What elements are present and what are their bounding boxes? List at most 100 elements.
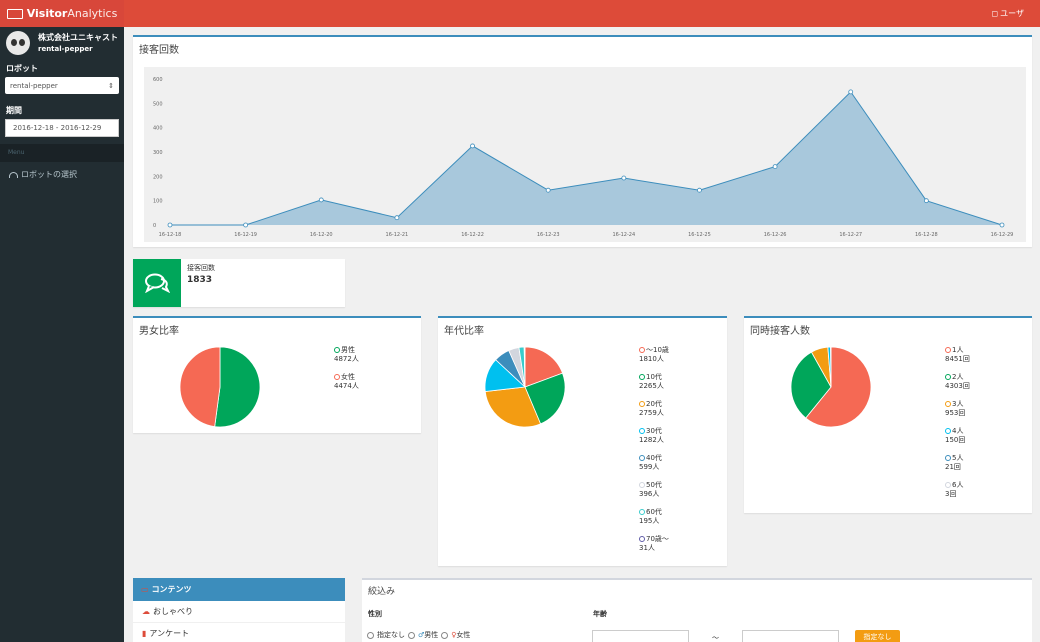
chart-plot-area: 0 100 200 300 400 500 600 16-12-18 16-12-19 16-12… bbox=[144, 67, 1026, 242]
age-from-input[interactable] bbox=[592, 630, 689, 642]
radio-none-label: 指定なし bbox=[377, 631, 405, 639]
y-tick-label: 500 bbox=[153, 101, 163, 107]
pie-slice[interactable] bbox=[805, 346, 872, 428]
radio-female[interactable] bbox=[441, 631, 449, 639]
legend-item: 50代 396人 bbox=[639, 481, 669, 499]
legend-circle-icon bbox=[945, 374, 951, 380]
chat-icon: ☁ bbox=[142, 607, 150, 616]
group-count-title: 同時接客人数 bbox=[750, 326, 810, 337]
pie-slice[interactable] bbox=[524, 372, 566, 425]
radio-none[interactable] bbox=[367, 631, 374, 639]
x-tick-label: 16-12-18 bbox=[159, 232, 182, 238]
x-tick-label: 16-12-22 bbox=[461, 232, 484, 238]
dashboard-icon bbox=[9, 171, 18, 178]
legend-circle-icon bbox=[639, 374, 645, 380]
data-point[interactable] bbox=[772, 164, 778, 169]
group-count-box: 同時接客人数 1人 8451回 2人 4303回 3人 953回 4人 150回 5人 21回 6人… bbox=[744, 316, 1032, 513]
legend-value: 1282人 bbox=[639, 436, 664, 444]
legend-name: 60代 bbox=[646, 508, 662, 516]
legend-value: 1810人 bbox=[639, 355, 664, 363]
pie-slice[interactable] bbox=[790, 351, 832, 419]
legend-value: 150回 bbox=[945, 436, 966, 444]
legend-circle-icon bbox=[639, 347, 645, 353]
legend-name: 1人 bbox=[952, 346, 964, 354]
legend-circle-icon bbox=[945, 347, 951, 353]
data-point[interactable] bbox=[621, 175, 627, 181]
data-point[interactable] bbox=[848, 89, 854, 95]
x-tick-label: 16-12-24 bbox=[612, 232, 635, 238]
x-tick-label: 16-12-29 bbox=[991, 232, 1014, 238]
female-icon: ♀ bbox=[451, 631, 457, 639]
data-point[interactable] bbox=[545, 187, 551, 193]
data-point[interactable] bbox=[167, 222, 173, 228]
line-chart-icon bbox=[6, 8, 23, 19]
legend-circle-icon bbox=[639, 536, 645, 542]
legend-name: 40代 bbox=[646, 454, 662, 462]
x-tick-label: 16-12-21 bbox=[386, 232, 409, 238]
gender-ratio-title: 男女比率 bbox=[139, 326, 179, 337]
robot-avatar bbox=[6, 31, 30, 55]
legend-value: 2759人 bbox=[639, 409, 664, 417]
age-filter-label: 年齢 bbox=[593, 610, 607, 618]
filter-apply-button[interactable]: 指定なし bbox=[855, 630, 900, 642]
visits-chart-box: 接客回数 0 100 200 300 400 500 600 16-12-18 16-12-19… bbox=[133, 35, 1032, 247]
legend-item: 男性 4872人 bbox=[334, 346, 359, 364]
content-menu-header[interactable]: ▭ コンテンツ bbox=[133, 578, 345, 601]
area-line bbox=[170, 91, 1003, 226]
legend-item: 10代 2265人 bbox=[639, 373, 669, 391]
content-menu: ▭ コンテンツ ☁ おしゃべり ▮ アンケート bbox=[133, 578, 345, 642]
brand-name-light: Analytics bbox=[67, 7, 118, 20]
pie-slice[interactable] bbox=[484, 386, 542, 428]
visits-area-chart: 0 100 200 300 400 500 600 16-12-18 16-12-19 16-12… bbox=[153, 77, 1014, 238]
radio-female-label: 女性 bbox=[456, 631, 471, 639]
brand-logo[interactable]: Visitor Analytics bbox=[0, 0, 124, 27]
user-menu[interactable]: ユーザ bbox=[1000, 9, 1024, 18]
radio-male[interactable] bbox=[408, 631, 415, 639]
filter-box: 絞込み 性別 年齢 指定なし ♂ 男性 ♀ 女性 〜 指定なし bbox=[362, 578, 1032, 642]
legend-item: 1人 8451回 bbox=[945, 346, 970, 364]
legend-name: 5人 bbox=[952, 454, 964, 462]
data-point[interactable] bbox=[697, 187, 702, 193]
legend-circle-icon bbox=[639, 482, 645, 488]
legend-item: 70歳〜 31人 bbox=[639, 535, 669, 553]
pie-slice[interactable] bbox=[523, 346, 526, 388]
gender-legend: 男性 4872人 女性 4474人 bbox=[334, 346, 359, 400]
data-point[interactable] bbox=[318, 197, 324, 203]
age-to-input[interactable] bbox=[742, 630, 839, 642]
area-fill bbox=[170, 91, 1002, 225]
data-point[interactable] bbox=[394, 215, 400, 221]
content-item-survey[interactable]: ▮ アンケート bbox=[133, 623, 345, 642]
data-point[interactable] bbox=[923, 198, 929, 204]
stat-label: 接客回数 bbox=[187, 264, 215, 272]
date-range-input[interactable]: 2016-12-18 - 2016-12-29 bbox=[5, 119, 119, 137]
legend-circle-icon bbox=[945, 428, 951, 434]
legend-value: 396人 bbox=[639, 490, 660, 498]
robot-select[interactable]: rental-pepper ⇕ bbox=[5, 77, 119, 94]
male-icon: ♂ bbox=[418, 631, 425, 639]
data-point[interactable] bbox=[243, 222, 249, 228]
content-item-label: アンケート bbox=[149, 629, 190, 638]
legend-value: 953回 bbox=[945, 409, 966, 417]
data-point[interactable] bbox=[999, 222, 1005, 228]
robot-name: rental-pepper bbox=[38, 45, 93, 53]
x-tick-label: 16-12-23 bbox=[537, 232, 560, 238]
select-arrows-icon: ⇕ bbox=[108, 81, 114, 90]
legend-item: 60代 195人 bbox=[639, 508, 669, 526]
group-pie-chart bbox=[790, 346, 872, 428]
sidebar-item-robot-select[interactable]: ロボットの選択 bbox=[0, 162, 124, 187]
pie-slice[interactable] bbox=[179, 346, 221, 428]
y-tick-label: 0 bbox=[153, 223, 156, 229]
legend-circle-icon bbox=[945, 401, 951, 407]
content-item-chat[interactable]: ☁ おしゃべり bbox=[133, 601, 345, 623]
y-tick-label: 300 bbox=[153, 150, 163, 156]
visits-chart-title: 接客回数 bbox=[139, 45, 179, 56]
filter-title: 絞込み bbox=[368, 587, 396, 597]
legend-circle-icon bbox=[334, 347, 340, 353]
pie-slice[interactable] bbox=[524, 346, 564, 388]
data-point[interactable] bbox=[470, 143, 475, 149]
x-tick-label: 16-12-20 bbox=[310, 232, 333, 238]
pie-slice[interactable] bbox=[214, 346, 261, 428]
top-navbar: ◻ ユーザ bbox=[124, 0, 1040, 27]
content-item-label: おしゃべり bbox=[153, 607, 193, 616]
legend-value: 195人 bbox=[639, 517, 660, 525]
